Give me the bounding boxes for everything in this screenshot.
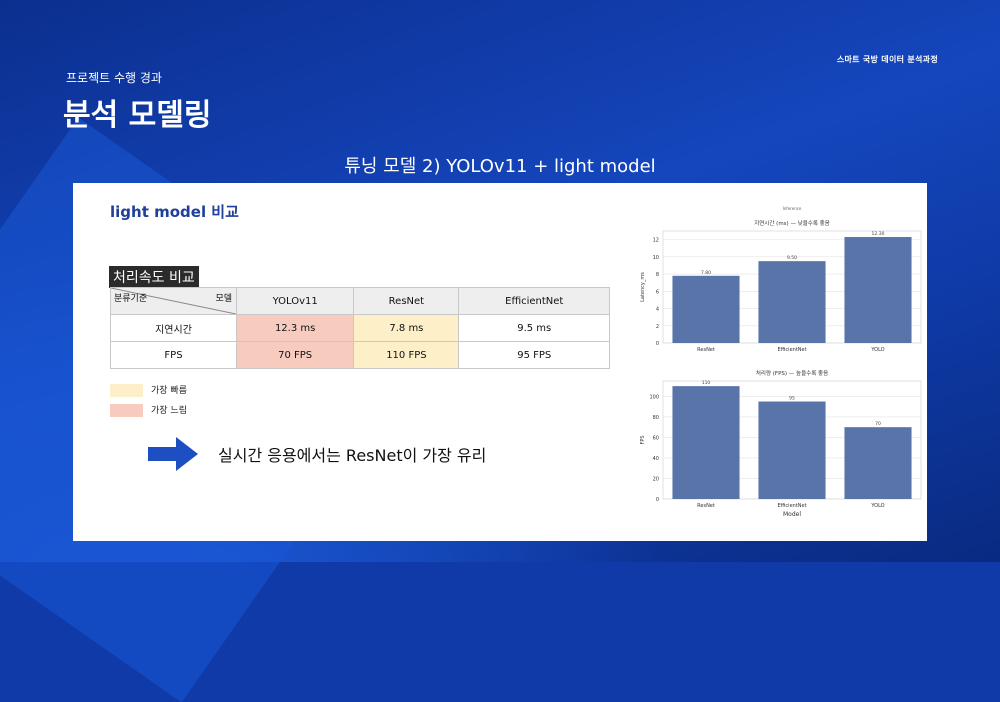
y-tick-label: 0 <box>656 341 659 347</box>
y-tick-label: 4 <box>656 307 659 313</box>
corner-diagonal-line <box>111 288 236 314</box>
chart-suptitle: Inference <box>783 206 802 211</box>
page-title: 분석 모델링 <box>63 98 212 133</box>
data-label: 7.80 <box>701 270 711 276</box>
bar <box>672 386 740 499</box>
corner-col-label: 모델 <box>215 294 232 304</box>
charts-area: Inference 지연시간 (ms) — 낮을수록 좋음 0 2 4 6 8 10 12 7.8… <box>639 203 929 523</box>
y-tick-label: 60 <box>653 435 659 441</box>
legend-label: 가장 느림 <box>151 406 187 416</box>
x-tick-label: EfficientNet <box>777 347 806 353</box>
x-tick-label: ResNet <box>697 503 715 509</box>
bar <box>844 237 912 343</box>
table-cell: 12.3 ms <box>235 314 355 342</box>
arrow-right-icon <box>148 437 198 471</box>
table-cell: 110 FPS <box>353 341 460 369</box>
latency-chart: Inference 지연시간 (ms) — 낮을수록 좋음 0 2 4 6 8 10 12 7.8… <box>640 206 922 353</box>
column-header: YOLOv11 <box>235 287 355 315</box>
conclusion-text: 실시간 응용에서는 ResNet이 가장 유리 <box>218 446 487 465</box>
y-tick-label: 6 <box>656 289 659 295</box>
table-cell: 9.5 ms <box>458 314 610 342</box>
y-tick-label: 8 <box>656 272 659 278</box>
conclusion: 실시간 응용에서는 ResNet이 가장 유리 <box>148 437 486 471</box>
section-subtitle: 프로젝트 수행 경과 <box>66 71 162 85</box>
table-cell: 7.8 ms <box>353 314 460 342</box>
x-tick-label: ResNet <box>697 347 715 353</box>
bar <box>672 275 740 343</box>
table-row: 지연시간 12.3 ms 7.8 ms 9.5 ms <box>110 314 610 342</box>
legend-item-slowest: 가장 느림 <box>110 403 187 417</box>
row-label: 지연시간 <box>110 314 237 342</box>
legend-item-fastest: 가장 빠름 <box>110 383 187 397</box>
y-axis-label: Latency_ms <box>640 272 646 302</box>
bar <box>758 261 826 343</box>
table-cell: 70 FPS <box>235 341 355 369</box>
bar <box>844 427 912 499</box>
y-tick-label: 20 <box>653 476 659 482</box>
chart-title: 처리량 (FPS) — 높을수록 좋음 <box>756 369 828 377</box>
table-title: 처리속도 비교 <box>109 266 199 288</box>
y-tick-label: 12 <box>653 238 659 244</box>
corner-row-label: 분류기준 <box>114 294 148 304</box>
legend-label: 가장 빠름 <box>151 386 187 396</box>
row-label: FPS <box>110 341 237 369</box>
data-label: 70 <box>875 421 881 427</box>
x-axis-label: Model <box>783 511 801 518</box>
table-header-row: 분류기준 모델 YOLOv11 ResNet EfficientNet <box>110 287 610 315</box>
comparison-table: 분류기준 모델 YOLOv11 ResNet EfficientNet 지연시간… <box>110 287 610 369</box>
legend-swatch <box>110 384 143 397</box>
y-tick-label: 100 <box>649 394 659 400</box>
y-axis-label: FPS <box>640 435 646 444</box>
data-label: 12.30 <box>872 231 885 237</box>
slide-heading: 튜닝 모델 2) YOLOv11 + light model <box>344 156 656 177</box>
bar <box>758 401 826 499</box>
x-tick-label: YOLO <box>870 347 884 353</box>
panel-title: light model 비교 <box>110 203 239 221</box>
course-label: 스마트 국방 데이터 분석과정 <box>836 55 938 64</box>
x-tick-label: YOLO <box>870 503 884 509</box>
data-label: 9.50 <box>787 255 797 261</box>
chart-title: 지연시간 (ms) — 낮을수록 좋음 <box>754 219 830 227</box>
table-row: FPS 70 FPS 110 FPS 95 FPS <box>110 341 610 369</box>
column-header: EfficientNet <box>458 287 610 315</box>
y-tick-label: 10 <box>653 255 659 261</box>
y-tick-label: 0 <box>656 497 659 503</box>
y-tick-label: 40 <box>653 456 659 462</box>
fps-chart: 처리량 (FPS) — 높을수록 좋음 0 20 40 60 80 100 110 ResNet… <box>640 369 922 518</box>
table-corner-cell: 분류기준 모델 <box>110 287 237 315</box>
table-cell: 95 FPS <box>458 341 610 369</box>
data-label: 95 <box>789 396 795 402</box>
legend-swatch <box>110 404 143 417</box>
content-panel: light model 비교 처리속도 비교 분류기준 모델 YOLOv11 R… <box>73 183 927 541</box>
y-tick-label: 2 <box>656 324 659 330</box>
column-header: ResNet <box>353 287 460 315</box>
x-tick-label: EfficientNet <box>777 503 806 509</box>
data-label: 110 <box>702 380 711 386</box>
y-tick-label: 80 <box>653 415 659 421</box>
